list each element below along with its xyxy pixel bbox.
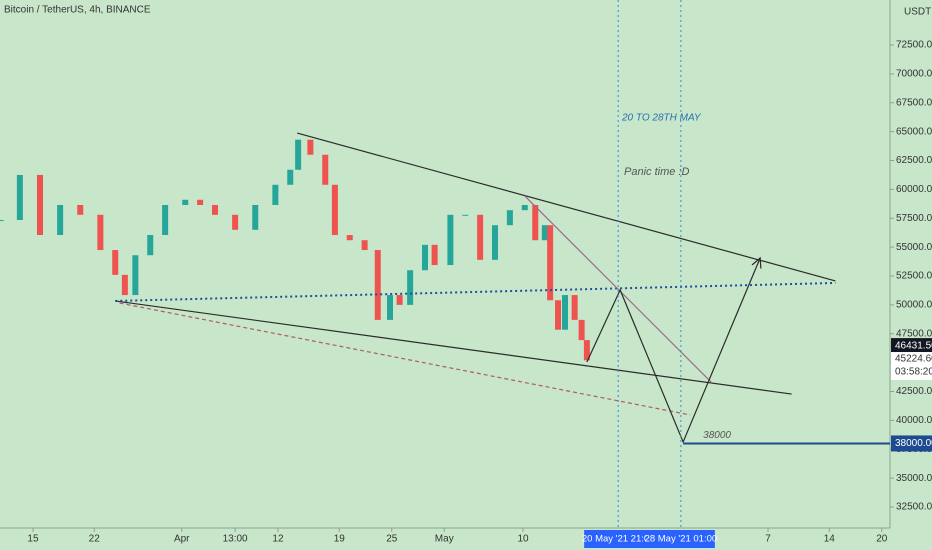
- y-tick-label: 40000.00: [896, 415, 932, 426]
- trend-line: [586, 258, 760, 444]
- candle: [77, 204, 84, 215]
- x-tick-label: 19: [334, 534, 346, 545]
- time-marker-label: 28 May '21 01:00: [645, 534, 718, 545]
- candle: [422, 244, 429, 271]
- candle: [197, 199, 204, 205]
- y-tick-label: 60000.00: [896, 184, 932, 195]
- x-tick-label: 13:00: [223, 534, 248, 545]
- candle: [57, 204, 64, 236]
- y-tick-label: 55000.00: [896, 242, 932, 253]
- candle: [162, 204, 169, 236]
- annotation: 20 TO 28TH MAY: [621, 113, 702, 124]
- candle: [346, 235, 353, 241]
- candle: [407, 270, 414, 305]
- y-tick-label: 67500.00: [896, 97, 932, 108]
- candle: [295, 139, 302, 170]
- current-price-label: 45224.60: [895, 354, 932, 365]
- y-axis-label: USDT: [904, 7, 931, 18]
- candle: [147, 235, 154, 256]
- x-tick-label: 10: [517, 534, 529, 545]
- candle: [547, 225, 554, 301]
- y-tick-label: 72500.00: [896, 40, 932, 51]
- level-box: [891, 435, 932, 452]
- y-tick-label: 57500.00: [896, 213, 932, 224]
- candle: [121, 274, 128, 296]
- y-tick-label: 42500.00: [896, 386, 932, 397]
- candle: [331, 184, 338, 236]
- x-tick-label: May: [435, 534, 454, 545]
- current-price-box: [891, 352, 932, 381]
- candle: [36, 174, 43, 236]
- candle: [583, 340, 590, 361]
- candle: [431, 244, 438, 266]
- candle: [361, 240, 368, 251]
- candle: [252, 204, 259, 230]
- candle: [182, 199, 189, 205]
- trend-line: [115, 300, 792, 395]
- time-marker-box: [646, 530, 715, 548]
- candle: [571, 295, 578, 320]
- candle: [396, 295, 403, 305]
- candle: [112, 250, 119, 275]
- candle: [307, 139, 314, 155]
- x-tick-label: 20: [876, 534, 888, 545]
- x-tick-label: 14: [824, 534, 836, 545]
- candle: [272, 184, 279, 205]
- y-tick-label: 62500.00: [896, 155, 932, 166]
- y-tick-label: 35000.00: [896, 473, 932, 484]
- candle: [322, 154, 329, 185]
- x-tick-label: 7: [765, 534, 771, 545]
- candle: [232, 214, 239, 230]
- y-tick-label: 65000.00: [896, 126, 932, 137]
- x-tick-label: Apr: [174, 534, 190, 545]
- level-text: 38000: [703, 430, 731, 441]
- candle: [0, 220, 4, 221]
- candle: [387, 295, 394, 320]
- annotation: Panic time :D: [624, 166, 689, 178]
- candle: [287, 169, 294, 185]
- y-tick-label: 32500.00: [896, 502, 932, 513]
- x-tick-label: 12: [272, 534, 284, 545]
- candle: [97, 214, 104, 251]
- level-label: 38000.00: [895, 438, 932, 449]
- candle: [211, 204, 218, 215]
- chart-title: Bitcoin / TetherUS, 4h, BINANCE: [4, 5, 151, 16]
- time-marker-box: [584, 530, 653, 548]
- last-price-box: [891, 338, 932, 355]
- last-price-label: 46431.50: [895, 341, 932, 352]
- candle: [16, 174, 23, 220]
- trend-line: [297, 132, 836, 282]
- candle: [492, 225, 499, 260]
- candle: [477, 214, 484, 260]
- candle: [462, 214, 469, 216]
- trend-line: [115, 281, 836, 302]
- time-marker-label: 20 May '21 21:00: [582, 534, 655, 545]
- countdown: 03:58:20: [895, 367, 932, 378]
- y-tick-label: 47500.00: [896, 328, 932, 339]
- candle: [447, 214, 454, 266]
- x-tick-label: 25: [386, 534, 398, 545]
- y-tick-label: 50000.00: [896, 300, 932, 311]
- candle: [532, 204, 539, 241]
- candle: [562, 295, 569, 330]
- candle: [541, 225, 548, 241]
- trend-line: [119, 302, 691, 416]
- x-tick-label: 15: [27, 534, 39, 545]
- y-tick-label: 70000.00: [896, 69, 932, 80]
- candle: [578, 319, 585, 341]
- y-tick-label: 52500.00: [896, 271, 932, 282]
- candle: [555, 300, 562, 330]
- candle: [506, 210, 513, 226]
- candle: [521, 204, 528, 211]
- candle: [374, 250, 381, 320]
- candle: [132, 255, 139, 296]
- x-tick-label: 22: [89, 534, 101, 545]
